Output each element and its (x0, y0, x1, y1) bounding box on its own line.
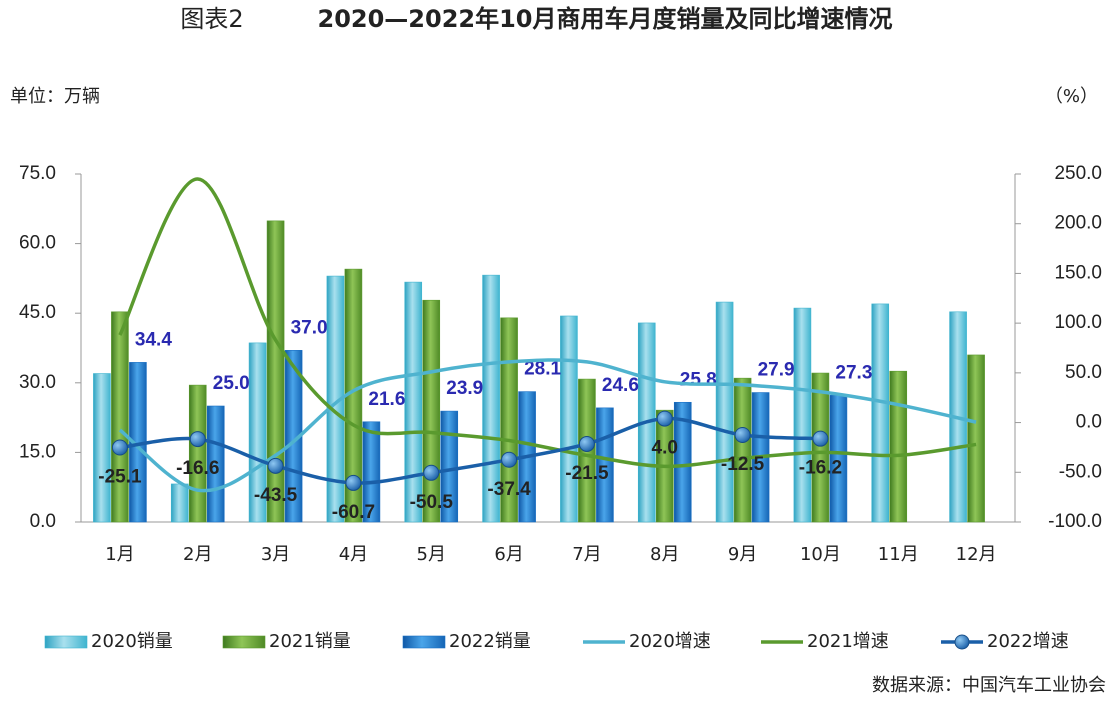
data-label: 25.0 (213, 373, 250, 394)
data-label: -25.1 (98, 467, 142, 488)
data-label: -37.4 (487, 479, 531, 500)
data-label: -43.5 (254, 485, 298, 506)
y2-tick-label: -50.0 (1059, 461, 1102, 482)
bar (889, 370, 908, 523)
line-marker (267, 457, 284, 474)
bar (811, 372, 830, 523)
source: 数据来源：中国汽车工业协会 (872, 675, 1106, 696)
y-axis-label: 单位：万辆 (10, 86, 100, 107)
legend-label: 2021销量 (269, 631, 351, 652)
y2-tick-label: 0.0 (1076, 412, 1102, 433)
x-tick-label: 8月 (650, 544, 679, 565)
data-label: 28.1 (524, 359, 561, 380)
x-tick-label: 11月 (878, 544, 919, 565)
bar (93, 373, 111, 523)
data-label: 23.9 (446, 378, 483, 399)
data-label: -16.2 (799, 458, 842, 479)
line-marker (111, 439, 128, 456)
bar (266, 220, 285, 523)
y-tick-label: 60.0 (19, 233, 56, 254)
bar (206, 405, 225, 523)
legend-swatch (44, 635, 88, 649)
y2-tick-label: -100.0 (1048, 511, 1102, 532)
bar (871, 303, 890, 523)
y2-tick-label: 200.0 (1054, 213, 1102, 234)
data-label: -21.5 (565, 463, 609, 484)
legend-label: 2022增速 (987, 631, 1069, 652)
bar (188, 384, 207, 523)
line (118, 177, 977, 469)
bar (733, 377, 752, 523)
bar (404, 281, 423, 523)
y-tick-label: 45.0 (19, 302, 56, 323)
x-tick-label: 10月 (800, 544, 841, 565)
data-label: 34.4 (135, 329, 172, 350)
line-marker (345, 474, 362, 491)
legend-label: 2021增速 (807, 631, 889, 652)
data-label: 27.9 (758, 360, 795, 381)
legend-swatch (402, 635, 446, 649)
legend-swatch (222, 635, 266, 649)
bar (422, 299, 441, 523)
data-label: -50.5 (410, 492, 454, 513)
data-label: -60.7 (332, 502, 375, 523)
data-label: 24.6 (602, 375, 639, 396)
line-marker (189, 431, 206, 448)
data-label: -12.5 (721, 454, 765, 475)
y-tick-label: 0.0 (30, 511, 56, 532)
x-tick-label: 2月 (183, 544, 212, 565)
x-tick-label: 1月 (105, 544, 134, 565)
data-label: -16.6 (176, 458, 219, 479)
y2-axis-label: （%） (1045, 86, 1098, 107)
legend-label: 2020销量 (91, 631, 173, 652)
line-marker (578, 435, 595, 452)
data-label: 4.0 (652, 438, 678, 459)
y-tick-label: 30.0 (19, 372, 56, 393)
y-tick-label: 75.0 (19, 163, 56, 184)
y2-tick-label: 100.0 (1054, 312, 1102, 333)
data-label: 25.8 (680, 369, 717, 390)
x-tick-label: 3月 (261, 544, 290, 565)
bar (326, 275, 345, 523)
x-tick-label: 4月 (339, 544, 368, 565)
y2-tick-label: 50.0 (1065, 362, 1102, 383)
title-label: 图表2 (180, 5, 243, 33)
legend-label: 2022销量 (449, 631, 531, 652)
x-tick-label: 6月 (494, 544, 523, 565)
line-marker (734, 427, 751, 443)
bar (967, 354, 985, 523)
data-label: 37.0 (291, 317, 328, 338)
x-tick-label: 7月 (572, 544, 601, 565)
y-tick-label: 15.0 (19, 441, 56, 462)
bar (500, 317, 518, 523)
y2-tick-label: 150.0 (1054, 262, 1102, 283)
bar (793, 307, 812, 523)
chart-title: 2020—2022年10月商用车月度销量及同比增速情况 (318, 5, 893, 33)
y2-tick-label: 250.0 (1054, 163, 1102, 184)
line-marker (656, 410, 673, 427)
line (119, 416, 821, 485)
bar (673, 401, 692, 523)
legend-marker (954, 634, 970, 650)
x-tick-label: 12月 (956, 544, 997, 565)
bar (248, 342, 267, 523)
legend-label: 2020增速 (629, 631, 711, 652)
line-marker (501, 451, 518, 468)
bar (440, 410, 459, 523)
bar (560, 315, 578, 523)
x-tick-label: 5月 (417, 544, 446, 565)
bar (111, 311, 129, 523)
data-label: 21.6 (368, 389, 405, 410)
line (118, 358, 977, 493)
line-marker (812, 430, 829, 447)
bar (715, 301, 734, 523)
x-tick-label: 9月 (728, 544, 757, 565)
bar (284, 350, 303, 523)
line-marker (423, 464, 440, 481)
bar (482, 274, 500, 523)
data-label: 27.3 (835, 362, 872, 383)
bar (362, 421, 381, 523)
bar (170, 483, 189, 523)
